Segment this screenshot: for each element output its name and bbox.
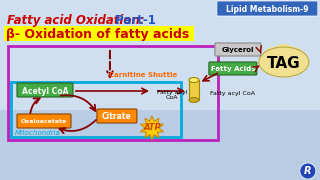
Bar bbox=[8, 46, 218, 140]
Bar bbox=[4, 26, 194, 41]
Bar bbox=[189, 80, 199, 100]
Circle shape bbox=[300, 163, 316, 179]
Text: R: R bbox=[304, 166, 312, 176]
Text: Citrate: Citrate bbox=[102, 111, 132, 120]
Ellipse shape bbox=[295, 58, 309, 70]
FancyBboxPatch shape bbox=[217, 1, 318, 16]
Polygon shape bbox=[140, 116, 163, 140]
Ellipse shape bbox=[189, 98, 199, 102]
Text: Glycerol: Glycerol bbox=[222, 47, 254, 53]
Text: Fatty acyl
CoA: Fatty acyl CoA bbox=[157, 90, 187, 100]
Ellipse shape bbox=[285, 47, 303, 61]
Ellipse shape bbox=[259, 58, 273, 70]
Text: Carnitine Shuttle: Carnitine Shuttle bbox=[109, 72, 177, 78]
Text: Acetyl CoA: Acetyl CoA bbox=[22, 87, 68, 96]
Text: β- Oxidation of fatty acids: β- Oxidation of fatty acids bbox=[6, 28, 189, 40]
Text: Lipid Metabolism-9: Lipid Metabolism-9 bbox=[226, 4, 308, 14]
Ellipse shape bbox=[265, 47, 283, 61]
Bar bbox=[11, 82, 181, 137]
Text: Part-1: Part-1 bbox=[111, 14, 156, 26]
Text: Fatty Acids: Fatty Acids bbox=[211, 66, 255, 72]
Text: ATP: ATP bbox=[143, 123, 161, 132]
Text: TAG: TAG bbox=[267, 55, 301, 71]
Text: Oxaloacetate: Oxaloacetate bbox=[21, 118, 67, 123]
Ellipse shape bbox=[189, 78, 199, 82]
FancyBboxPatch shape bbox=[97, 109, 137, 123]
FancyBboxPatch shape bbox=[17, 83, 73, 97]
Ellipse shape bbox=[259, 47, 309, 77]
FancyBboxPatch shape bbox=[209, 62, 257, 75]
Text: Fatty acid Oxidation:: Fatty acid Oxidation: bbox=[7, 14, 145, 26]
Ellipse shape bbox=[274, 44, 294, 56]
Text: Fatty acyl CoA: Fatty acyl CoA bbox=[210, 91, 255, 96]
FancyBboxPatch shape bbox=[215, 43, 261, 56]
Bar bbox=[0, 110, 320, 180]
FancyBboxPatch shape bbox=[17, 114, 71, 128]
Text: Mitochondria: Mitochondria bbox=[15, 130, 61, 136]
